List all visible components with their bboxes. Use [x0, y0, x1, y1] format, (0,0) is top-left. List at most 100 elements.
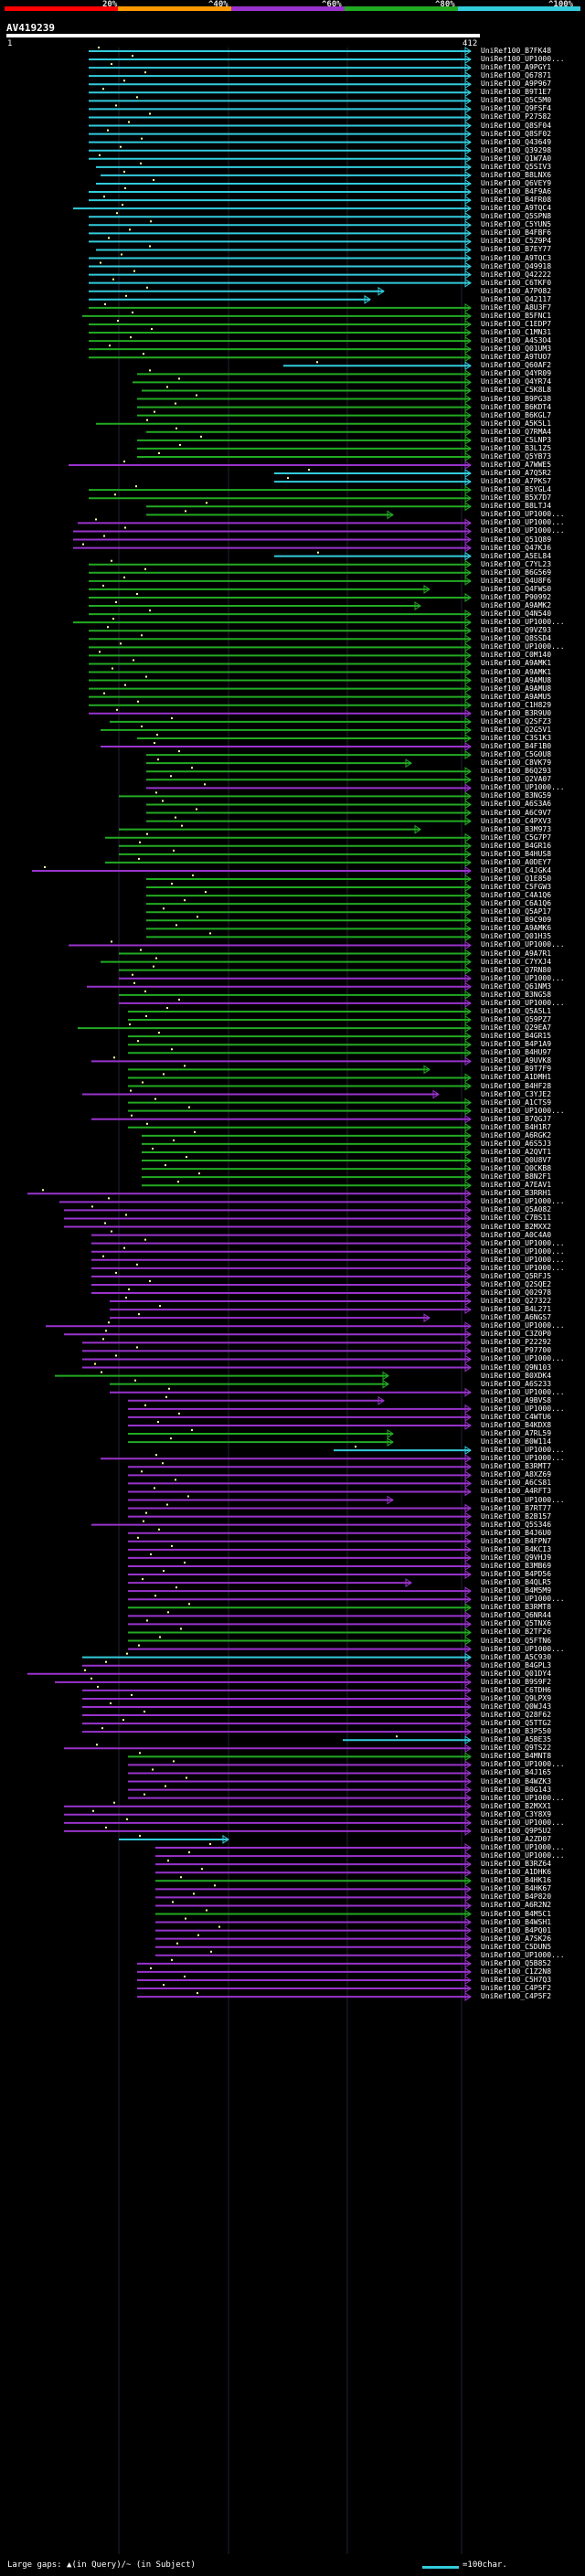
hit-label[interactable]: UniRef100_B4GPL3 [481, 1660, 552, 1670]
hit-label[interactable]: UniRef100_UP1000... [481, 1495, 565, 1504]
hit-label[interactable]: UniRef100_Q4YR74 [481, 377, 552, 387]
hit-label[interactable]: UniRef100_UP1000... [481, 1644, 565, 1653]
hit-label[interactable]: UniRef100_UP1000... [481, 1321, 565, 1330]
hit-label[interactable]: UniRef100_B9T1E7 [481, 88, 552, 97]
hit-label[interactable]: UniRef100_Q8SF02 [481, 129, 552, 138]
hit-label[interactable]: UniRef100_C4WTU6 [481, 1412, 552, 1421]
hit-label[interactable]: UniRef100_B5FNC1 [481, 311, 552, 320]
hit-label[interactable]: UniRef100_A6S5J3 [481, 1139, 552, 1148]
hit-label[interactable]: UniRef100_B4M5M9 [481, 1586, 552, 1595]
hit-label[interactable]: UniRef100_Q1E850 [481, 875, 552, 883]
hit-label[interactable]: UniRef100_C3YJE2 [481, 1089, 552, 1098]
hit-label[interactable]: UniRef100_B4J6U0 [481, 1528, 552, 1537]
hit-label[interactable]: UniRef100_Q43649 [481, 137, 552, 146]
hit-label[interactable]: UniRef100_Q9VHJ9 [481, 1553, 552, 1562]
hit-label[interactable]: UniRef100_P27582 [481, 112, 552, 122]
hit-label[interactable]: UniRef100_Q61NM3 [481, 981, 552, 991]
hit-label[interactable]: UniRef100_UP1000... [481, 1760, 565, 1769]
hit-label[interactable]: UniRef100_B4L271 [481, 1305, 552, 1314]
hit-label[interactable]: UniRef100_Q8SSD4 [481, 634, 552, 643]
hit-label[interactable]: UniRef100_B3RZ64 [481, 1860, 552, 1869]
hit-label[interactable]: UniRef100_C1EDP7 [481, 319, 552, 328]
hit-label[interactable]: UniRef100_A9AMK1 [481, 659, 552, 668]
hit-label[interactable]: UniRef100_B4KCI3 [481, 1544, 552, 1553]
hit-label[interactable]: UniRef100_Q0U8V7 [481, 1156, 552, 1165]
hit-label[interactable]: UniRef100_P90992 [481, 592, 552, 601]
hit-label[interactable]: UniRef100_B4FBF6 [481, 228, 552, 238]
hit-label[interactable]: UniRef100_Q5TNX6 [481, 1619, 552, 1628]
hit-label[interactable]: UniRef100_A9AMK2 [481, 601, 552, 610]
hit-label[interactable]: UniRef100_Q0WJ43 [481, 1702, 552, 1711]
hit-label[interactable]: UniRef100_A1CTS9 [481, 1097, 552, 1107]
hit-label[interactable]: UniRef100_A4S3O4 [481, 336, 552, 345]
hit-label[interactable]: UniRef100_UP1000... [481, 518, 565, 527]
hit-label[interactable]: UniRef100_A6NGS7 [481, 1313, 552, 1322]
hit-label[interactable]: UniRef100_C4P5F2 [481, 1984, 552, 1993]
hit-label[interactable]: UniRef100_C5LNP3 [481, 435, 552, 444]
hit-label[interactable]: UniRef100_C7YXJ4 [481, 957, 552, 966]
hit-label[interactable]: UniRef100_A9TQC4 [481, 204, 552, 213]
hit-label[interactable]: UniRef100_Q5B852 [481, 1958, 552, 1967]
hit-label[interactable]: UniRef100_Q7RMA4 [481, 427, 552, 436]
hit-label[interactable]: UniRef100_P97700 [481, 1346, 552, 1355]
hit-label[interactable]: UniRef100_A6RGK2 [481, 1130, 552, 1140]
hit-label[interactable]: UniRef100_C5YUN5 [481, 220, 552, 229]
hit-label[interactable]: UniRef100_A9A7R1 [481, 949, 552, 958]
hit-label[interactable]: UniRef100_A9PGY1 [481, 63, 552, 72]
hit-label[interactable]: UniRef100_Q5TTG2 [481, 1719, 552, 1728]
hit-label[interactable]: UniRef100_Q39298 [481, 145, 552, 154]
hit-label[interactable]: UniRef100_B8N2F1 [481, 1172, 552, 1182]
hit-label[interactable]: UniRef100_Q4YR09 [481, 369, 552, 378]
hit-label[interactable]: UniRef100_UP1000... [481, 1793, 565, 1802]
hit-label[interactable]: UniRef100_B3RRH1 [481, 1189, 552, 1198]
hit-label[interactable]: UniRef100_Q5FTN6 [481, 1636, 552, 1645]
hit-label[interactable]: UniRef100_A9AMK6 [481, 924, 552, 933]
hit-label[interactable]: UniRef100_B4MNT8 [481, 1752, 552, 1761]
hit-label[interactable]: UniRef100_A8XZ69 [481, 1470, 552, 1479]
hit-label[interactable]: UniRef100_Q59PZ7 [481, 1015, 552, 1024]
hit-label[interactable]: UniRef100_C7BS11 [481, 1214, 552, 1223]
hit-label[interactable]: UniRef100_B3MB69 [481, 1561, 552, 1570]
hit-label[interactable]: UniRef100_Q6VEY9 [481, 178, 552, 187]
hit-label[interactable]: UniRef100_B4FR08 [481, 196, 552, 205]
hit-label[interactable]: UniRef100_C1H829 [481, 700, 552, 709]
hit-label[interactable]: UniRef100_A9AMU8 [481, 675, 552, 684]
hit-label[interactable]: UniRef100_B9C909 [481, 916, 552, 925]
hit-label[interactable]: UniRef100_Q1W7A0 [481, 154, 552, 163]
hit-label[interactable]: UniRef100_C3Y8X9 [481, 1809, 552, 1818]
hit-label[interactable]: UniRef100_B4H1R7 [481, 1122, 552, 1131]
hit-label[interactable]: UniRef100_Q7RN80 [481, 965, 552, 974]
hit-label[interactable]: UniRef100_B4F1B0 [481, 742, 552, 751]
hit-label[interactable]: UniRef100_Q42117 [481, 294, 552, 303]
hit-label[interactable]: UniRef100_B7FK48 [481, 47, 552, 55]
hit-label[interactable]: UniRef100_B4J165 [481, 1768, 552, 1777]
hit-label[interactable]: UniRef100_C1MN31 [481, 328, 552, 337]
hit-label[interactable]: UniRef100_B9T7F9 [481, 1065, 552, 1074]
hit-label[interactable]: UniRef100_B2B157 [481, 1511, 552, 1521]
hit-label[interactable]: UniRef100_A5BE35 [481, 1735, 552, 1744]
hit-label[interactable]: UniRef100_Q42222 [481, 270, 552, 279]
hit-label[interactable]: UniRef100_C4A1Q6 [481, 891, 552, 900]
hit-label[interactable]: UniRef100_Q5SPN8 [481, 212, 552, 221]
hit-label[interactable]: UniRef100_A9P967 [481, 80, 552, 89]
hit-label[interactable]: UniRef100_Q5S346 [481, 1520, 552, 1529]
hit-label[interactable]: UniRef100_Q5A082 [481, 1205, 552, 1214]
hit-label[interactable]: UniRef100_A5K5L1 [481, 419, 552, 428]
hit-label[interactable]: UniRef100_B3RMT8 [481, 1603, 552, 1612]
hit-label[interactable]: UniRef100_B2MXX1 [481, 1801, 552, 1810]
hit-label[interactable]: UniRef100_Q51Q89 [481, 535, 552, 544]
hit-label[interactable]: UniRef100_Q27322 [481, 1297, 552, 1306]
hit-label[interactable]: UniRef100_B4GR16 [481, 841, 552, 850]
hit-label[interactable]: UniRef100_B4WSH1 [481, 1917, 552, 1926]
hit-label[interactable]: UniRef100_C3S1K3 [481, 733, 552, 742]
hit-label[interactable]: UniRef100_A9UVK8 [481, 1056, 552, 1065]
hit-label[interactable]: UniRef100_B4HK16 [481, 1876, 552, 1885]
hit-label[interactable]: UniRef100_Q5AP17 [481, 907, 552, 917]
hit-label[interactable]: UniRef100_B5YGL4 [481, 485, 552, 494]
hit-label[interactable]: UniRef100_B4WZK3 [481, 1776, 552, 1786]
hit-label[interactable]: UniRef100_B8LTJ4 [481, 502, 552, 511]
hit-label[interactable]: UniRef100_B8LNX6 [481, 170, 552, 179]
hit-label[interactable]: UniRef100_B4P1A9 [481, 1040, 552, 1049]
hit-label[interactable]: UniRef100_Q9P5U2 [481, 1826, 552, 1835]
hit-label[interactable]: UniRef100_Q5C5M0 [481, 96, 552, 105]
